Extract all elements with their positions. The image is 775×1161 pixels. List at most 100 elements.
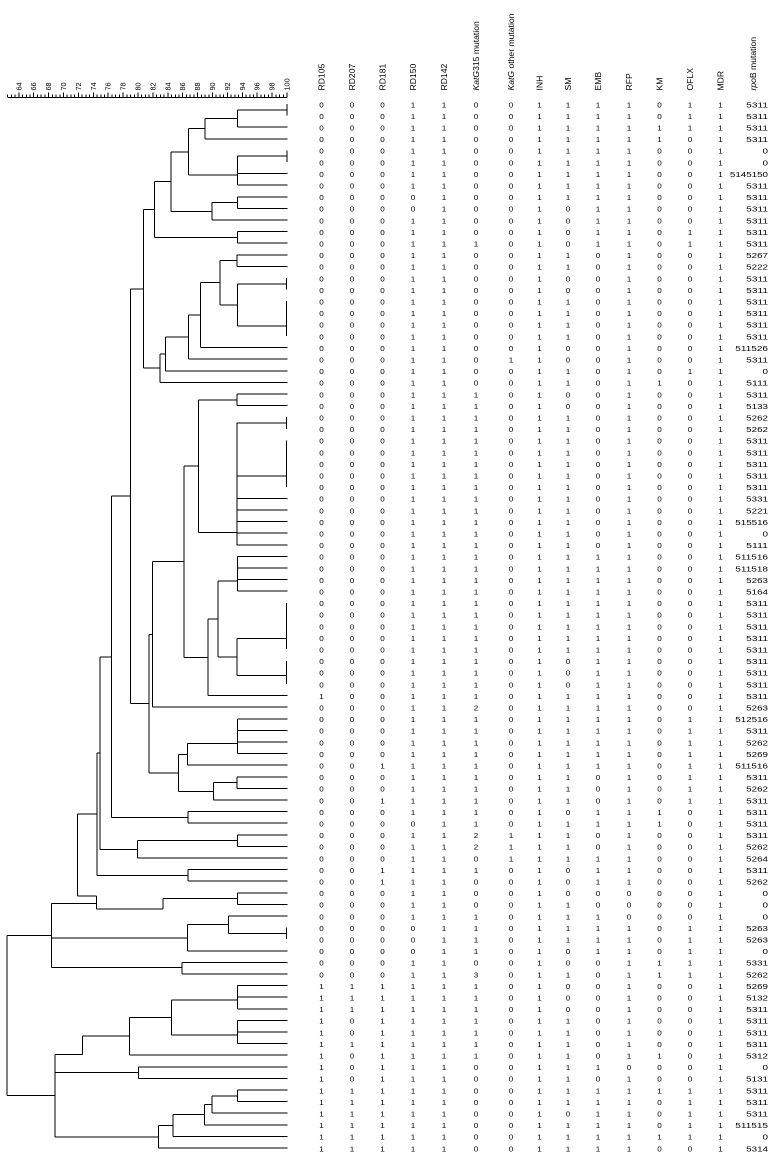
svg-text:0: 0 <box>319 878 324 887</box>
svg-text:1: 1 <box>566 715 571 724</box>
svg-text:0: 0 <box>350 947 355 956</box>
svg-text:0: 0 <box>350 182 355 191</box>
svg-text:SM: SM <box>563 78 573 91</box>
svg-text:1: 1 <box>718 901 723 910</box>
svg-text:1: 1 <box>442 924 447 933</box>
svg-text:0: 0 <box>657 251 662 260</box>
svg-text:1: 1 <box>537 1063 542 1072</box>
svg-text:98: 98 <box>268 82 277 90</box>
svg-text:0: 0 <box>509 147 514 156</box>
svg-text:0: 0 <box>319 228 324 237</box>
svg-text:0: 0 <box>688 135 693 144</box>
svg-text:1: 1 <box>566 611 571 620</box>
svg-text:1: 1 <box>718 646 723 655</box>
svg-text:0: 0 <box>474 878 479 887</box>
svg-text:0: 0 <box>596 831 601 840</box>
svg-text:1: 1 <box>566 541 571 550</box>
svg-text:1: 1 <box>627 808 632 817</box>
svg-text:0: 0 <box>596 344 601 353</box>
svg-text:0: 0 <box>596 274 601 283</box>
svg-text:1: 1 <box>537 472 542 481</box>
svg-text:0: 0 <box>763 1063 769 1072</box>
svg-text:0: 0 <box>657 692 662 701</box>
svg-text:0: 0 <box>509 274 514 283</box>
svg-text:1: 1 <box>411 1063 416 1072</box>
svg-text:1: 1 <box>718 750 723 759</box>
svg-text:0: 0 <box>657 1040 662 1049</box>
svg-text:1: 1 <box>411 680 416 689</box>
svg-text:0: 0 <box>474 182 479 191</box>
svg-text:0: 0 <box>319 216 324 225</box>
svg-text:1: 1 <box>537 901 542 910</box>
svg-text:1: 1 <box>718 251 723 260</box>
svg-text:0: 0 <box>688 448 693 457</box>
svg-text:0: 0 <box>596 460 601 469</box>
svg-text:0: 0 <box>596 994 601 1003</box>
svg-text:1: 1 <box>718 1133 723 1142</box>
svg-text:0: 0 <box>319 402 324 411</box>
svg-text:5311: 5311 <box>746 205 768 214</box>
svg-text:1: 1 <box>474 495 479 504</box>
svg-text:0: 0 <box>350 924 355 933</box>
svg-text:1: 1 <box>442 518 447 527</box>
svg-text:1: 1 <box>442 147 447 156</box>
svg-text:0: 0 <box>657 483 662 492</box>
svg-text:KatG other mutation: KatG other mutation <box>506 13 516 90</box>
svg-text:1: 1 <box>474 936 479 945</box>
svg-text:0: 0 <box>474 170 479 179</box>
svg-text:0: 0 <box>688 1017 693 1026</box>
svg-text:1: 1 <box>627 646 632 655</box>
svg-text:0: 0 <box>566 390 571 399</box>
svg-text:0: 0 <box>509 193 514 202</box>
svg-text:1: 1 <box>411 564 416 573</box>
svg-text:0: 0 <box>509 866 514 875</box>
svg-text:0: 0 <box>509 506 514 515</box>
svg-text:0: 0 <box>380 448 385 457</box>
svg-text:1: 1 <box>474 982 479 991</box>
svg-text:0: 0 <box>596 286 601 295</box>
svg-text:1: 1 <box>537 541 542 550</box>
svg-text:1: 1 <box>474 1017 479 1026</box>
svg-text:0: 0 <box>657 460 662 469</box>
svg-text:1: 1 <box>566 564 571 573</box>
svg-text:1: 1 <box>442 843 447 852</box>
svg-text:0: 0 <box>319 750 324 759</box>
svg-text:1: 1 <box>627 1040 632 1049</box>
svg-text:1: 1 <box>718 1144 723 1153</box>
svg-text:1: 1 <box>537 564 542 573</box>
svg-text:0: 0 <box>688 994 693 1003</box>
svg-text:80: 80 <box>134 82 143 90</box>
svg-text:0: 0 <box>596 1028 601 1037</box>
svg-text:1: 1 <box>442 274 447 283</box>
svg-text:0: 0 <box>350 309 355 318</box>
svg-text:1: 1 <box>566 936 571 945</box>
svg-text:0: 0 <box>319 158 324 167</box>
svg-text:1: 1 <box>474 518 479 527</box>
svg-text:64: 64 <box>14 82 23 90</box>
svg-text:1: 1 <box>718 738 723 747</box>
svg-text:1: 1 <box>442 530 447 539</box>
svg-text:1: 1 <box>627 402 632 411</box>
svg-text:1: 1 <box>319 1017 324 1026</box>
svg-text:1: 1 <box>718 1040 723 1049</box>
svg-text:1: 1 <box>442 1144 447 1153</box>
svg-text:5263: 5263 <box>746 936 768 945</box>
svg-text:5262: 5262 <box>746 878 768 887</box>
svg-text:0: 0 <box>688 692 693 701</box>
svg-text:0: 0 <box>350 878 355 887</box>
svg-text:0: 0 <box>319 947 324 956</box>
svg-text:0: 0 <box>509 1121 514 1130</box>
svg-text:1: 1 <box>350 994 355 1003</box>
svg-text:0: 0 <box>596 796 601 805</box>
svg-text:0: 0 <box>509 970 514 979</box>
svg-text:1: 1 <box>474 506 479 515</box>
svg-text:0: 0 <box>688 251 693 260</box>
svg-text:5311: 5311 <box>746 680 768 689</box>
svg-text:0: 0 <box>319 530 324 539</box>
svg-text:1: 1 <box>596 1110 601 1119</box>
svg-text:0: 0 <box>509 124 514 133</box>
svg-text:1: 1 <box>596 588 601 597</box>
svg-text:1: 1 <box>566 367 571 376</box>
svg-text:1: 1 <box>537 959 542 968</box>
svg-text:0: 0 <box>657 530 662 539</box>
